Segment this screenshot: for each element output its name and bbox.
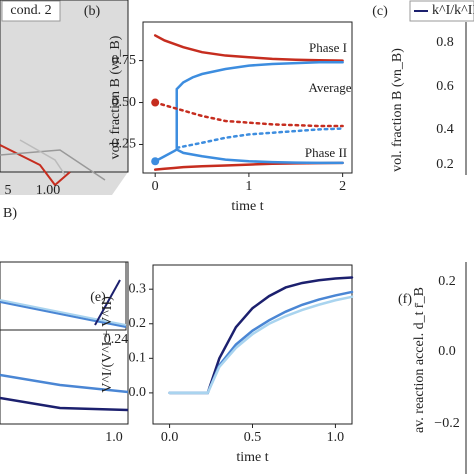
annotation: Phase II [305,145,347,160]
series-line [168,290,354,395]
x-axis-label: time t [231,199,263,214]
tick-label: 0.2 [438,274,456,289]
y-axis-label: vol. fraction B (νn_B) [108,35,123,159]
decor-line [94,279,121,326]
series-line [153,101,344,128]
series-line [153,34,344,62]
decor-line [0,149,106,181]
legend-text: k^I/k^II [432,3,474,18]
tick-label: 0.8 [436,35,454,50]
x-tick-label: 0.5 [244,430,262,445]
panel-label: (b) [84,4,101,19]
panel-label: (f) [398,292,412,307]
x-tick-label: 0 [152,179,159,194]
tick-label: −0.2 [434,416,459,431]
tick-label: 0.2 [436,157,454,172]
plot-frame [142,21,353,174]
x-tick-label: 1.0 [327,430,345,445]
plot-frame [152,264,353,425]
tick-label: 0.4 [436,122,454,137]
start-marker [151,98,160,107]
x-tick-label: 1 [245,179,252,194]
y-tick-label: 0.2 [129,316,147,331]
y-axis-label: V^I/(V^I + V^II) [100,296,115,393]
x-tick-label: 0.0 [161,430,179,445]
tick-label: 1.0 [105,430,123,445]
y-tick-label: 0.1 [129,351,147,366]
decor-line [0,373,129,394]
axis-label: av. reaction accel. d_t r̄_B [412,287,427,433]
x-axis-label: time t [236,450,268,465]
inset-frame [0,261,127,331]
decor-line [0,396,129,412]
start-marker [151,157,160,166]
y-tick-label: 0.3 [129,281,147,296]
annotation: Average [308,80,351,95]
axis-label: B) [3,206,17,221]
decor-line [19,139,66,176]
panel-label: (c) [372,4,388,19]
axis-label: vol. fraction B (νn_B) [390,48,405,172]
panel-label: (e) [90,290,106,305]
tick-label: 0.0 [438,344,456,359]
decor-line [0,299,127,326]
tick-label: 5 [5,183,12,198]
legend-text: cond. 2 [10,3,51,18]
series-line [175,61,344,151]
series-line [153,148,344,165]
tick-label: 0.6 [436,79,454,94]
annotation: Phase I [309,40,347,55]
frame [0,0,129,173]
legend-box [409,0,474,22]
y-tick-label: 0.50 [112,95,137,110]
y-tick-label: 0.25 [112,137,137,152]
series-line [175,127,344,150]
series-line [168,295,354,395]
decor-line [0,301,127,328]
series-line [168,276,354,395]
y-tick-label: 0.0 [129,385,147,400]
y-tick-label: 0.75 [112,53,137,68]
x-tick-label: 2 [339,179,346,194]
tick-label: 0.24 [104,332,129,347]
decor-line [0,144,71,187]
legend-box [1,0,61,22]
tick-label: 1.00 [36,183,61,198]
